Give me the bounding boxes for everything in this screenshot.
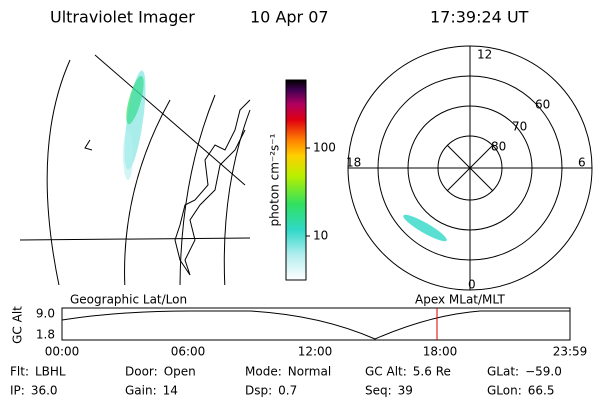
status-label: GLon: — [487, 384, 522, 398]
status-label: Seq: — [365, 384, 392, 398]
colorbar-tick-label: 100 — [313, 141, 336, 155]
timeline-x-label: 23:59 — [553, 345, 588, 359]
status-label: GLat: — [487, 365, 519, 379]
lat-label: 70 — [512, 120, 527, 134]
date: 10 Apr 07 — [250, 8, 329, 27]
status-value: Normal — [288, 365, 331, 379]
timeline-x-label: 00:00 — [45, 345, 80, 359]
timeline-axis-label: GC Alt — [11, 306, 25, 344]
mlt-label: 12 — [477, 48, 492, 62]
colorbar — [285, 79, 307, 281]
mlt-label: 18 — [346, 156, 361, 170]
status-label: Gain: — [125, 384, 157, 398]
mlt-label: 0 — [468, 278, 476, 292]
lat-label: 80 — [491, 140, 506, 154]
map — [20, 54, 251, 285]
lat-label: 60 — [535, 98, 550, 112]
mlt-label: 6 — [578, 156, 586, 170]
timeline-title: Apex MLat/MLT — [415, 293, 505, 307]
status-value: 36.0 — [31, 384, 58, 398]
status-label: Mode: — [245, 365, 282, 379]
timeline-x-label: 06:00 — [171, 345, 206, 359]
timeline-title: Geographic Lat/Lon — [70, 293, 187, 307]
title: Ultraviolet Imager — [50, 8, 195, 27]
status-value: 39 — [398, 384, 413, 398]
colorbar-label: photon cm⁻²s⁻¹ — [268, 133, 282, 226]
status-panel: Flt: LBHL Door: Open Mode: Normal GC Alt: 5.6 R… — [10, 365, 562, 398]
colorbar-tick-label: 10 — [313, 229, 328, 243]
status-label: IP: — [10, 384, 25, 398]
status-label: GC Alt: — [365, 365, 407, 379]
timeline-x-label: 18:00 — [423, 345, 458, 359]
status-label: Flt: — [10, 365, 29, 379]
timeline-plot — [61, 307, 571, 341]
status-value: 66.5 — [528, 384, 555, 398]
polar-plot — [347, 45, 593, 291]
status-value: 0.7 — [278, 384, 297, 398]
status-value: Open — [164, 365, 196, 379]
timeline-y-label: 9.0 — [36, 307, 55, 321]
status-label: Dsp: — [245, 384, 272, 398]
status-value: LBHL — [35, 365, 66, 379]
status-value: 14 — [163, 384, 178, 398]
time: 17:39:24 UT — [430, 8, 529, 27]
timeline-y-label: 1.8 — [36, 328, 55, 342]
status-value: −59.0 — [525, 365, 562, 379]
status-label: Door: — [125, 365, 158, 379]
status-value: 5.6 Re — [413, 365, 451, 379]
timeline-x-label: 12:00 — [298, 345, 333, 359]
